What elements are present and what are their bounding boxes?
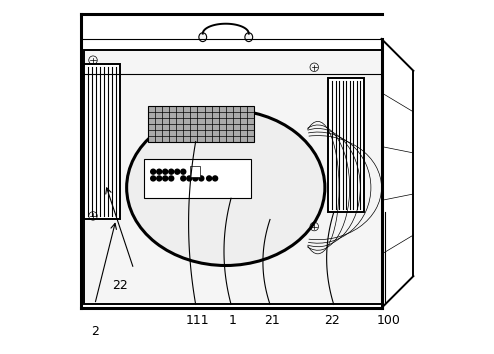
Circle shape xyxy=(193,176,198,181)
Bar xyxy=(84,50,381,304)
Circle shape xyxy=(157,176,162,181)
Ellipse shape xyxy=(126,110,325,266)
Circle shape xyxy=(206,176,211,181)
Bar xyxy=(148,106,254,142)
Circle shape xyxy=(181,176,186,181)
Text: 2: 2 xyxy=(91,325,99,337)
Circle shape xyxy=(199,176,204,181)
Circle shape xyxy=(151,176,156,181)
Bar xyxy=(190,166,200,177)
Circle shape xyxy=(181,169,186,174)
Ellipse shape xyxy=(199,33,206,42)
Ellipse shape xyxy=(245,33,252,42)
Bar xyxy=(84,64,120,219)
Bar xyxy=(329,78,364,212)
Text: 22: 22 xyxy=(324,314,340,327)
Circle shape xyxy=(151,169,156,174)
Circle shape xyxy=(187,176,192,181)
Text: 22: 22 xyxy=(112,279,127,291)
Circle shape xyxy=(163,169,167,174)
Bar xyxy=(144,159,250,198)
Circle shape xyxy=(157,169,162,174)
Text: 111: 111 xyxy=(186,314,209,327)
Text: 21: 21 xyxy=(264,314,280,327)
Circle shape xyxy=(169,169,174,174)
Circle shape xyxy=(163,176,167,181)
Text: 100: 100 xyxy=(376,314,401,327)
Text: 1: 1 xyxy=(229,314,237,327)
Circle shape xyxy=(175,169,180,174)
Circle shape xyxy=(212,176,218,181)
Circle shape xyxy=(169,176,174,181)
